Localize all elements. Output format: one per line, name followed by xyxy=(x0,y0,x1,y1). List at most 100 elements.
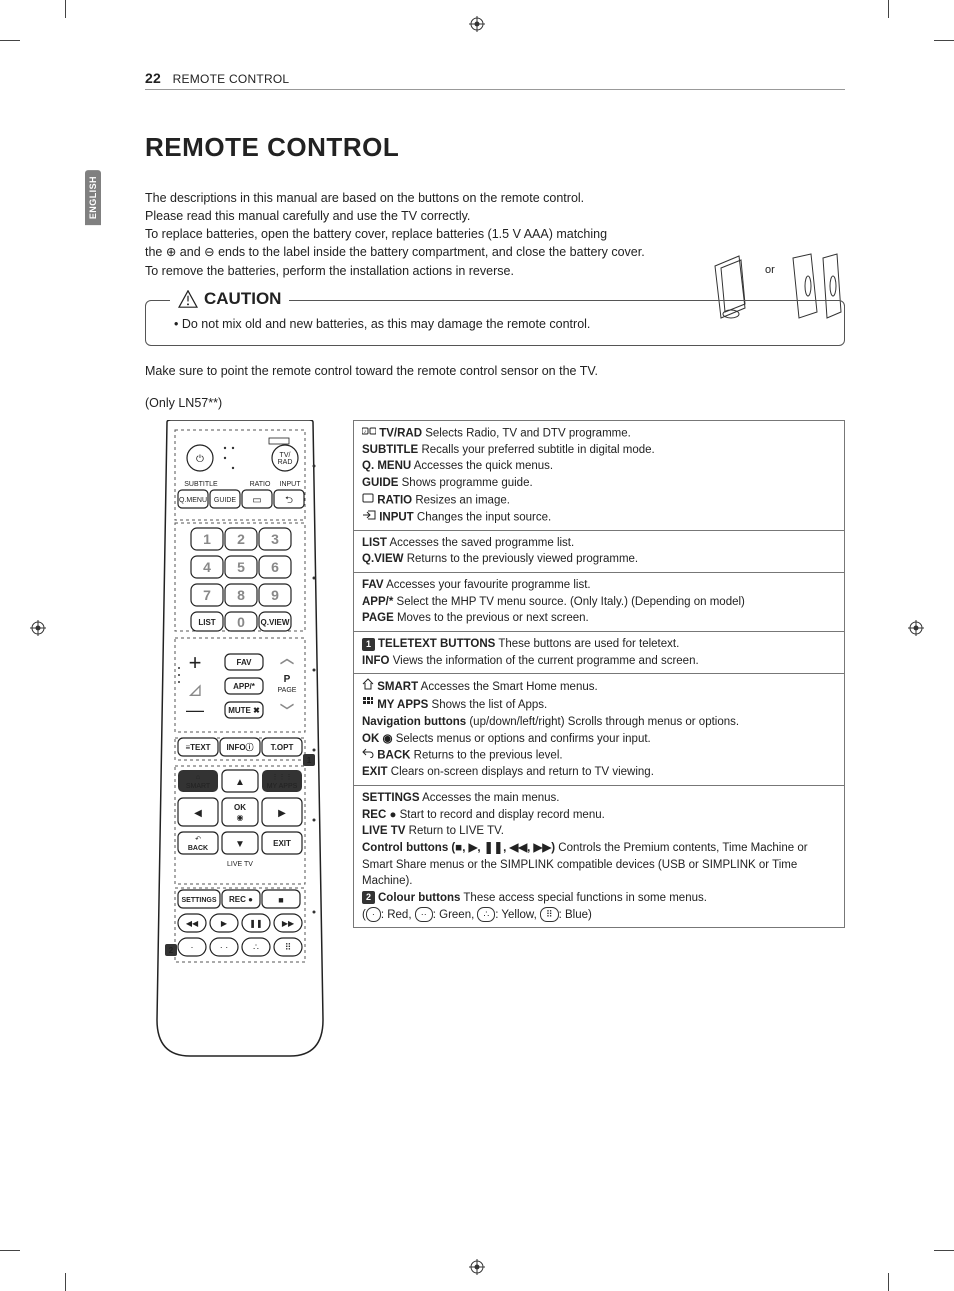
intro-line: Please read this manual carefully and us… xyxy=(145,209,470,223)
desc-text: These access special functions in some m… xyxy=(463,892,707,904)
crop-mark xyxy=(0,1250,20,1251)
desc-text: Start to record and display record menu. xyxy=(400,809,605,821)
svg-text:4: 4 xyxy=(203,559,211,575)
desc-text: Accesses the saved programme list. xyxy=(389,537,574,549)
desc-text: Accesses your favourite programme list. xyxy=(386,579,591,591)
desc-label: GUIDE xyxy=(362,477,398,489)
input-icon xyxy=(362,509,376,526)
description-line: RATIO Resizes an image. xyxy=(362,492,836,509)
svg-text:Q.VIEW: Q.VIEW xyxy=(261,618,290,627)
description-line: Navigation buttons (up/down/left/right) … xyxy=(362,714,836,731)
svg-text:1: 1 xyxy=(203,531,211,547)
registration-mark-icon xyxy=(30,620,46,636)
description-line: PAGE Moves to the previous or next scree… xyxy=(362,610,836,627)
svg-text:2: 2 xyxy=(237,531,245,547)
desc-label: APP/* xyxy=(362,596,393,608)
svg-text:︿: ︿ xyxy=(280,650,294,666)
svg-text:2: 2 xyxy=(169,946,174,955)
desc-text: Accesses the Smart Home menus. xyxy=(421,681,598,693)
description-line: Q. MENU Accesses the quick menus. xyxy=(362,458,836,475)
svg-text:⮌: ⮌ xyxy=(285,495,293,506)
language-tab: ENGLISH xyxy=(85,170,101,225)
caution-box: CAUTION Do not mix old and new batteries… xyxy=(145,300,845,346)
desc-label: BACK xyxy=(377,750,410,762)
description-line: 2Colour buttons These access special fun… xyxy=(362,890,836,923)
intro-line: the ⊕ and ⊖ ends to the label inside the… xyxy=(145,245,645,259)
description-line: SETTINGS Accesses the main menus. xyxy=(362,790,836,807)
desc-text: Accesses the quick menus. xyxy=(414,460,553,472)
description-line: Control buttons (■, ▶, ❚❚, ◀◀, ▶▶) Contr… xyxy=(362,840,836,890)
svg-text:RAD: RAD xyxy=(278,459,293,466)
desc-text: Views the information of the current pro… xyxy=(393,655,699,667)
crop-mark xyxy=(65,0,66,18)
desc-label: LIVE TV xyxy=(362,825,405,837)
desc-label: LIST xyxy=(362,537,387,549)
description-line: LIST Accesses the saved programme list. xyxy=(362,535,836,552)
description-line: ♪ TV/RAD Selects Radio, TV and DTV progr… xyxy=(362,425,836,442)
svg-text:3: 3 xyxy=(271,531,279,547)
svg-text:▶▶: ▶▶ xyxy=(282,919,295,928)
desc-label: Colour buttons xyxy=(378,892,460,904)
desc-label: Q. MENU xyxy=(362,460,411,472)
apps-icon xyxy=(362,696,374,714)
description-line: INFO Views the information of the curren… xyxy=(362,653,836,670)
crop-mark xyxy=(65,1273,66,1291)
registration-mark-icon xyxy=(469,16,485,32)
desc-label: RATIO xyxy=(377,494,412,506)
intro-line: To replace batteries, open the battery c… xyxy=(145,227,607,241)
svg-text:TV/: TV/ xyxy=(280,452,291,459)
description-line: OK ◉ Selects menus or options and confir… xyxy=(362,731,836,748)
intro-paragraph: The descriptions in this manual are base… xyxy=(145,189,685,280)
svg-text:⋮⋮⋮: ⋮⋮⋮ xyxy=(272,774,293,781)
svg-text:—: — xyxy=(186,700,204,720)
warning-icon xyxy=(178,290,198,308)
svg-text:MUTE ✖: MUTE ✖ xyxy=(228,706,260,715)
desc-text: Recalls your preferred subtitle in digit… xyxy=(421,444,654,456)
desc-text: Shows the list of Apps. xyxy=(432,699,548,711)
desc-text: Accesses the main menus. xyxy=(422,792,559,804)
desc-text: Shows programme guide. xyxy=(402,477,533,489)
svg-text:FAV: FAV xyxy=(237,658,253,667)
description-line: 1TELETEXT BUTTONS These buttons are used… xyxy=(362,636,836,653)
desc-text: Selects menus or options and confirms yo… xyxy=(396,733,651,745)
svg-text:0: 0 xyxy=(237,614,245,630)
desc-text: Moves to the previous or next screen. xyxy=(397,612,589,624)
desc-label: TELETEXT BUTTONS xyxy=(378,638,495,650)
description-group: SETTINGS Accesses the main menus. REC ● S… xyxy=(354,785,845,927)
svg-text:6: 6 xyxy=(271,559,279,575)
svg-text:▶: ▶ xyxy=(278,808,286,819)
svg-text:SMART: SMART xyxy=(186,783,211,790)
desc-label: SETTINGS xyxy=(362,792,420,804)
svg-text:﹀: ﹀ xyxy=(280,703,294,719)
svg-text:◿: ◿ xyxy=(189,681,201,697)
desc-label: PAGE xyxy=(362,612,394,624)
caution-item: Do not mix old and new batteries, as thi… xyxy=(174,317,826,331)
svg-text:INPUT: INPUT xyxy=(280,481,302,488)
registration-mark-icon xyxy=(469,1259,485,1275)
svg-text:■: ■ xyxy=(278,895,283,905)
svg-text:8: 8 xyxy=(237,587,245,603)
model-note: (Only LN57**) xyxy=(145,396,845,410)
desc-label: INPUT xyxy=(379,511,414,523)
registration-mark-icon xyxy=(908,620,924,636)
desc-text: Changes the input source. xyxy=(417,511,551,523)
home-icon xyxy=(362,678,374,696)
desc-label: Q.VIEW xyxy=(362,553,404,565)
desc-label: REC ● xyxy=(362,809,396,821)
svg-text:1: 1 xyxy=(307,756,312,765)
description-group: 1TELETEXT BUTTONS These buttons are used… xyxy=(354,632,845,674)
remote-diagram: .btn{fill:#fff;stroke:#222;stroke-width:… xyxy=(145,420,335,1065)
svg-text:❚❚: ❚❚ xyxy=(249,919,262,928)
svg-text:◉: ◉ xyxy=(237,813,244,822)
ratio-icon xyxy=(362,492,374,509)
description-line: Q.VIEW Returns to the previously viewed … xyxy=(362,551,836,568)
callout-badge: 2 xyxy=(362,891,375,904)
svg-text:INFOⓘ: INFOⓘ xyxy=(226,742,253,752)
page-number: 22 xyxy=(145,70,161,86)
description-line: SUBTITLE Recalls your preferred subtitle… xyxy=(362,442,836,459)
svg-text:⏻: ⏻ xyxy=(196,454,204,465)
desc-label: EXIT xyxy=(362,766,388,778)
description-line: GUIDE Shows programme guide. xyxy=(362,475,836,492)
svg-text:·: · xyxy=(191,942,194,952)
svg-text:⠿: ⠿ xyxy=(285,942,292,952)
